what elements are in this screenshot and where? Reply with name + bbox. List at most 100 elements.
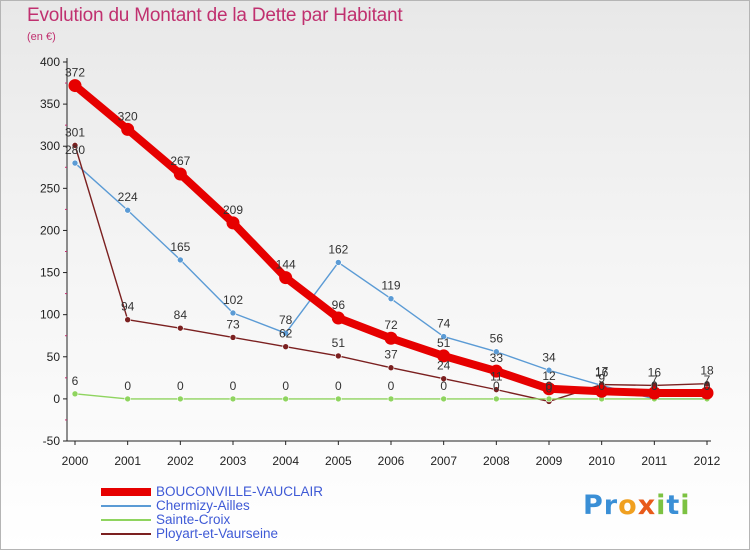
data-point <box>489 364 503 378</box>
x-tick-label: 2003 <box>220 454 247 468</box>
y-tick-label: 400 <box>40 55 60 69</box>
legend-label: Chermizy-Ailles <box>156 498 250 513</box>
data-label: 0 <box>546 379 553 393</box>
data-point <box>282 343 289 350</box>
data-point <box>440 395 447 403</box>
logo-letter: i <box>656 490 667 521</box>
data-label: 51 <box>332 336 346 350</box>
data-label: 0 <box>230 379 237 393</box>
data-point <box>229 395 237 403</box>
x-tick-label: 2006 <box>378 454 405 468</box>
data-point <box>595 384 609 398</box>
data-label: 24 <box>437 359 451 373</box>
data-point <box>700 386 714 400</box>
chart-title: Evolution du Montant de la Dette par Hab… <box>27 5 403 26</box>
data-label: 119 <box>381 279 400 293</box>
chart-unit: (en €) <box>27 31 56 43</box>
data-label: 144 <box>276 258 296 272</box>
data-point <box>71 159 79 167</box>
data-label: 0 <box>651 379 658 393</box>
data-point <box>71 390 79 398</box>
legend-swatch <box>101 519 151 521</box>
data-label: 33 <box>490 351 504 365</box>
data-point <box>177 324 184 332</box>
data-point <box>545 366 553 374</box>
data-point <box>542 382 556 396</box>
legend-label: Ployart-et-Vaurseine <box>156 526 279 541</box>
data-label: 6 <box>72 374 79 388</box>
data-label: 0 <box>493 379 500 393</box>
data-point <box>387 295 395 302</box>
data-label: 224 <box>118 190 138 204</box>
data-point <box>493 386 500 393</box>
data-label: 267 <box>170 154 190 168</box>
data-label: 11 <box>490 370 503 384</box>
data-point <box>124 316 131 324</box>
data-point <box>282 329 289 337</box>
data-point <box>124 206 131 214</box>
data-label: 162 <box>328 242 348 256</box>
legend-label: Sainte-Croix <box>156 512 231 527</box>
data-label: 0 <box>598 379 605 393</box>
data-point <box>68 79 82 93</box>
data-point <box>437 349 451 363</box>
x-tick-label: 2012 <box>694 454 721 468</box>
data-label: 62 <box>279 327 293 341</box>
x-tick-label: 2007 <box>430 454 457 468</box>
data-label: 165 <box>170 240 190 254</box>
data-label: 74 <box>437 317 451 331</box>
data-label: 56 <box>490 332 504 346</box>
x-tick-label: 2002 <box>167 454 194 468</box>
data-point <box>229 309 237 317</box>
x-tick-label: 2005 <box>325 454 352 468</box>
data-label: 0 <box>546 381 553 395</box>
y-tick-label: 200 <box>40 223 60 237</box>
data-point <box>440 333 447 340</box>
logo-letter: r <box>603 490 619 521</box>
y-tick-label: 100 <box>40 308 60 322</box>
data-point <box>229 334 237 341</box>
data-label: 102 <box>223 293 243 307</box>
data-label: 72 <box>384 318 398 332</box>
legend-swatch <box>101 533 151 535</box>
y-tick-label: 50 <box>47 350 61 364</box>
data-point <box>387 364 395 372</box>
data-label: 0 <box>282 379 289 393</box>
data-label: 78 <box>279 313 293 327</box>
y-tick-label: 0 <box>53 392 60 406</box>
data-point <box>335 259 342 266</box>
x-tick-label: 2011 <box>641 454 667 468</box>
data-label: 51 <box>437 336 451 350</box>
data-point <box>440 375 447 382</box>
data-point <box>124 395 131 403</box>
data-point <box>493 395 500 403</box>
data-label: 0 <box>704 379 711 393</box>
logo-letter: x <box>637 490 657 521</box>
data-label: 280 <box>65 143 85 157</box>
logo-letter: t <box>666 490 681 521</box>
data-label: 9 <box>598 371 605 385</box>
data-label: 12 <box>542 369 556 383</box>
data-label: 73 <box>226 317 240 331</box>
data-label: 18 <box>700 364 714 378</box>
data-label: 16 <box>595 365 609 379</box>
data-label: 84 <box>174 308 188 322</box>
data-label: 7 <box>704 373 711 387</box>
data-label: 0 <box>388 379 395 393</box>
data-label: 0 <box>177 379 184 393</box>
legend-item: Sainte-Croix <box>101 513 323 527</box>
logo-letter: i <box>680 490 691 521</box>
y-tick-label: 250 <box>40 181 60 195</box>
data-point <box>647 386 661 400</box>
data-label: 0 <box>651 379 658 393</box>
data-point <box>177 256 184 264</box>
data-point <box>173 167 187 181</box>
legend-swatch <box>101 505 151 507</box>
proxiti-logo: Proxiti <box>583 490 691 521</box>
legend-item: BOUCONVILLE-VAUCLAIR <box>101 485 323 499</box>
data-point <box>226 216 240 230</box>
data-label: 372 <box>65 66 85 80</box>
data-label: 94 <box>121 300 135 314</box>
